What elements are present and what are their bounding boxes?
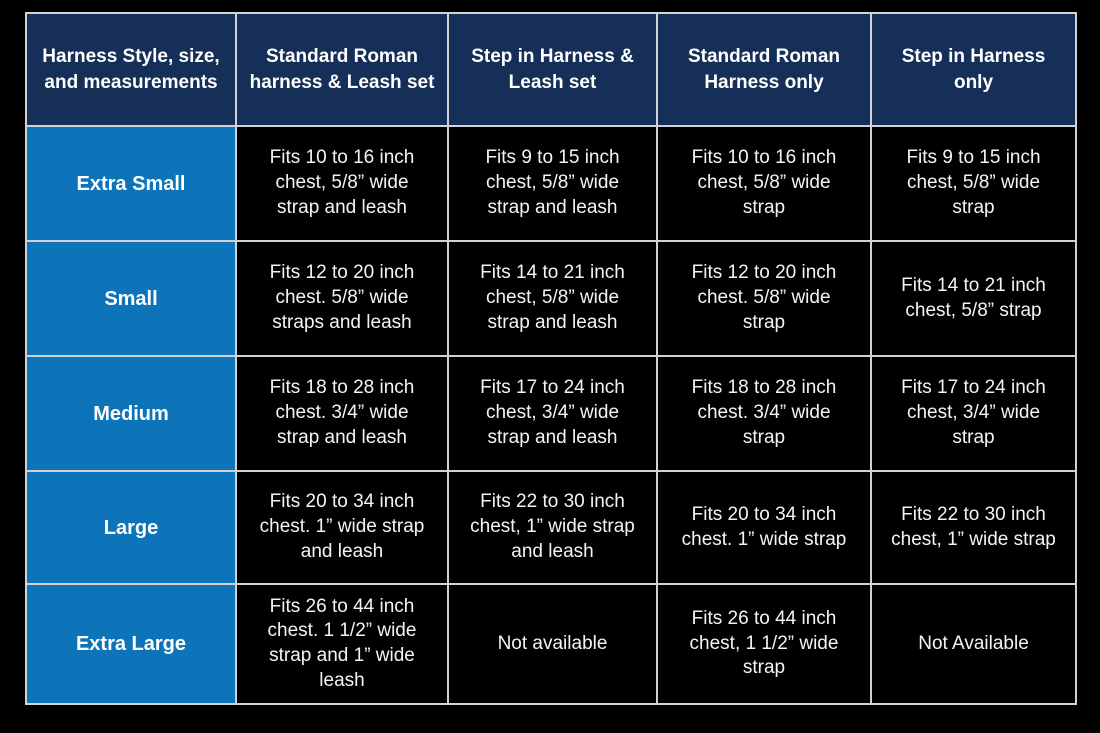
header-cell-standard-roman-leash-set: Standard Roman harness & Leash set xyxy=(235,12,449,127)
cell-small-standard-roman-only: Fits 12 to 20 inch chest. 5/8” wide stra… xyxy=(656,240,872,357)
cell-large-standard-roman-only: Fits 20 to 34 inch chest. 1” wide strap xyxy=(656,470,872,585)
size-cell-extra-small: Extra Small xyxy=(25,125,237,242)
cell-small-standard-roman-leash-set: Fits 12 to 20 inch chest. 5/8” wide stra… xyxy=(235,240,449,357)
cell-medium-step-in-leash-set: Fits 17 to 24 inch chest, 3/4” wide stra… xyxy=(447,355,658,472)
cell-extra-large-standard-roman-leash-set: Fits 26 to 44 inch chest. 1 1/2” wide st… xyxy=(235,583,449,705)
table-row-extra-small: Extra Small Fits 10 to 16 inch chest, 5/… xyxy=(25,125,1077,242)
cell-extra-large-step-in-leash-set: Not available xyxy=(447,583,658,705)
header-cell-step-in-leash-set: Step in Harness & Leash set xyxy=(447,12,658,127)
table-row-small: Small Fits 12 to 20 inch chest. 5/8” wid… xyxy=(25,240,1077,357)
size-cell-medium: Medium xyxy=(25,355,237,472)
harness-sizing-table: Harness Style, size, and measurements St… xyxy=(25,12,1077,705)
cell-large-step-in-only: Fits 22 to 30 inch chest, 1” wide strap xyxy=(870,470,1077,585)
cell-large-standard-roman-leash-set: Fits 20 to 34 inch chest. 1” wide strap … xyxy=(235,470,449,585)
size-cell-large: Large xyxy=(25,470,237,585)
header-row: Harness Style, size, and measurements St… xyxy=(25,12,1077,127)
size-cell-small: Small xyxy=(25,240,237,357)
cell-medium-standard-roman-only: Fits 18 to 28 inch chest. 3/4” wide stra… xyxy=(656,355,872,472)
cell-extra-small-step-in-leash-set: Fits 9 to 15 inch chest, 5/8” wide strap… xyxy=(447,125,658,242)
size-cell-extra-large: Extra Large xyxy=(25,583,237,705)
header-cell-step-in-only: Step in Harness only xyxy=(870,12,1077,127)
cell-extra-large-standard-roman-only: Fits 26 to 44 inch chest, 1 1/2” wide st… xyxy=(656,583,872,705)
cell-extra-large-step-in-only: Not Available xyxy=(870,583,1077,705)
cell-small-step-in-leash-set: Fits 14 to 21 inch chest, 5/8” wide stra… xyxy=(447,240,658,357)
cell-extra-small-step-in-only: Fits 9 to 15 inch chest, 5/8” wide strap xyxy=(870,125,1077,242)
table-row-extra-large: Extra Large Fits 26 to 44 inch chest. 1 … xyxy=(25,583,1077,705)
table-row-large: Large Fits 20 to 34 inch chest. 1” wide … xyxy=(25,470,1077,585)
header-cell-style-size-measurements: Harness Style, size, and measurements xyxy=(25,12,237,127)
cell-extra-small-standard-roman-only: Fits 10 to 16 inch chest, 5/8” wide stra… xyxy=(656,125,872,242)
header-cell-standard-roman-only: Standard Roman Harness only xyxy=(656,12,872,127)
cell-medium-standard-roman-leash-set: Fits 18 to 28 inch chest. 3/4” wide stra… xyxy=(235,355,449,472)
cell-large-step-in-leash-set: Fits 22 to 30 inch chest, 1” wide strap … xyxy=(447,470,658,585)
cell-extra-small-standard-roman-leash-set: Fits 10 to 16 inch chest, 5/8” wide stra… xyxy=(235,125,449,242)
cell-medium-step-in-only: Fits 17 to 24 inch chest, 3/4” wide stra… xyxy=(870,355,1077,472)
cell-small-step-in-only: Fits 14 to 21 inch chest, 5/8” strap xyxy=(870,240,1077,357)
table-row-medium: Medium Fits 18 to 28 inch chest. 3/4” wi… xyxy=(25,355,1077,472)
